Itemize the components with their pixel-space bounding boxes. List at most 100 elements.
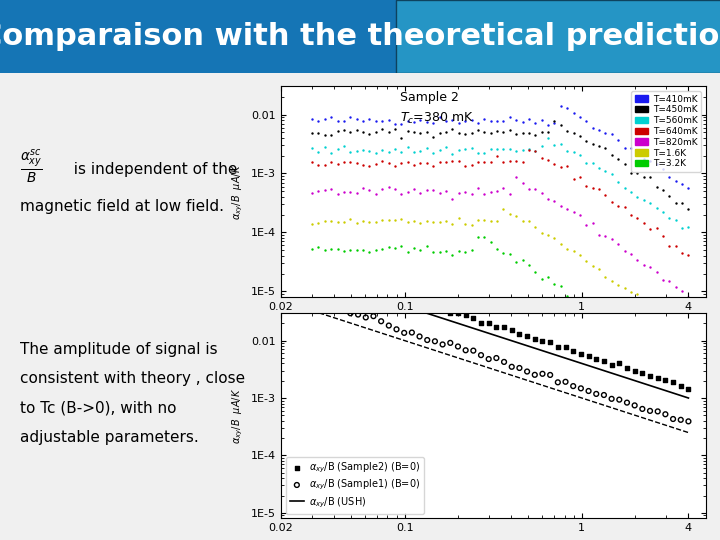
T=450mK (446, 125, 458, 134)
T=560mK (606, 170, 618, 178)
T=1.6K (466, 220, 477, 229)
T=1.6K (510, 211, 522, 220)
T=450mK (408, 128, 420, 137)
T=560mK (453, 145, 464, 154)
T=560mK (625, 188, 636, 197)
T=1.6K (472, 215, 484, 224)
T=1.6K (325, 217, 337, 225)
T=450mK (364, 129, 375, 138)
T=1.6K (600, 273, 611, 281)
T=820mK (580, 221, 592, 230)
T=820mK (344, 188, 356, 197)
Y-axis label: $\alpha_{xy}/B$  $\mu A/K$: $\alpha_{xy}/B$ $\mu A/K$ (231, 164, 246, 220)
T=640mK (542, 156, 554, 164)
$\alpha_{xy}$/B (USH) (431, 313, 439, 319)
T=560mK (549, 140, 560, 149)
T=640mK (613, 201, 624, 210)
T=820mK (428, 185, 439, 194)
T=450mK (357, 127, 369, 136)
T=3.2K (415, 245, 426, 254)
T=1.6K (664, 318, 675, 326)
T=560mK (364, 147, 375, 156)
$\alpha_{xy}$/B (Sample2) (B=0) (559, 343, 571, 352)
FancyBboxPatch shape (396, 0, 720, 73)
$\alpha_{xy}$/B (Sample1) (B=0) (536, 369, 548, 378)
T=410mK (344, 113, 356, 122)
$\alpha_{xy}$/B (USH) (600, 367, 608, 374)
T=410mK (498, 117, 509, 126)
T=3.2K (408, 244, 420, 253)
$\alpha_{xy}$/B (Sample1) (B=0) (521, 367, 533, 376)
T=410mK (536, 116, 547, 124)
T=820mK (459, 187, 471, 196)
T=820mK (351, 188, 362, 197)
T=1.6K (408, 217, 420, 225)
T=560mK (657, 207, 669, 216)
T=560mK (670, 216, 681, 225)
T=640mK (312, 160, 324, 169)
T=3.2K (542, 273, 554, 281)
T=560mK (459, 145, 471, 154)
T=450mK (479, 127, 490, 136)
T=3.2K (344, 245, 356, 254)
$\alpha_{xy}$/B (Sample2) (B=0) (345, 272, 356, 281)
T=450mK (453, 129, 464, 138)
$\alpha_{xy}$/B (Sample1) (B=0) (444, 339, 456, 347)
T=560mK (683, 223, 694, 232)
T=640mK (325, 158, 337, 166)
$\alpha_{xy}$/B (USH) (415, 308, 424, 314)
T=3.2K (440, 247, 451, 255)
T=450mK (466, 129, 477, 138)
T=560mK (536, 142, 547, 151)
T=3.2K (536, 275, 547, 284)
$\alpha_{xy}$/B (USH) (369, 293, 378, 299)
T=450mK (390, 125, 401, 133)
T=640mK (498, 158, 509, 166)
T=820mK (657, 275, 669, 284)
T=1.6K (498, 205, 509, 213)
$\alpha_{xy}$/B (Sample1) (B=0) (667, 415, 679, 423)
T=450mK (491, 127, 503, 136)
T=1.6K (338, 218, 350, 226)
T=410mK (562, 104, 573, 113)
$\alpha_{xy}$/B (USH) (492, 333, 500, 339)
T=560mK (523, 145, 535, 154)
T=410mK (555, 102, 567, 111)
T=410mK (319, 114, 330, 123)
T=3.2K (562, 292, 573, 301)
$\alpha_{xy}$/B (Sample1) (B=0) (544, 370, 556, 379)
T=820mK (485, 188, 496, 197)
T=640mK (555, 163, 567, 171)
T=410mK (338, 117, 350, 125)
T=410mK (428, 119, 439, 127)
T=820mK (440, 187, 451, 195)
T=820mK (357, 184, 369, 192)
$\alpha_{xy}$/B (USH) (454, 320, 462, 327)
$\alpha_{xy}$/B (Sample1) (B=0) (636, 404, 648, 413)
T=1.6K (562, 245, 573, 253)
T=560mK (555, 140, 567, 149)
T=1.6K (683, 334, 694, 343)
T=3.2K (683, 381, 694, 390)
T=1.6K (319, 216, 330, 225)
T=450mK (568, 129, 580, 137)
T=3.2K (446, 251, 458, 259)
T=560mK (383, 148, 395, 157)
T=3.2K (619, 330, 631, 339)
T=3.2K (370, 246, 382, 254)
T=410mK (529, 119, 541, 127)
T=820mK (466, 190, 477, 198)
T=640mK (657, 231, 669, 240)
$\alpha_{xy}$/B (USH) (561, 355, 570, 361)
T=450mK (472, 126, 484, 135)
T=640mK (440, 158, 451, 166)
T=450mK (434, 129, 446, 137)
T=560mK (485, 145, 496, 153)
T=560mK (344, 148, 356, 157)
T=560mK (498, 145, 509, 154)
T=560mK (644, 199, 656, 208)
T=1.6K (364, 218, 375, 227)
T=410mK (357, 117, 369, 125)
T=410mK (625, 144, 636, 152)
T=3.2K (472, 232, 484, 241)
